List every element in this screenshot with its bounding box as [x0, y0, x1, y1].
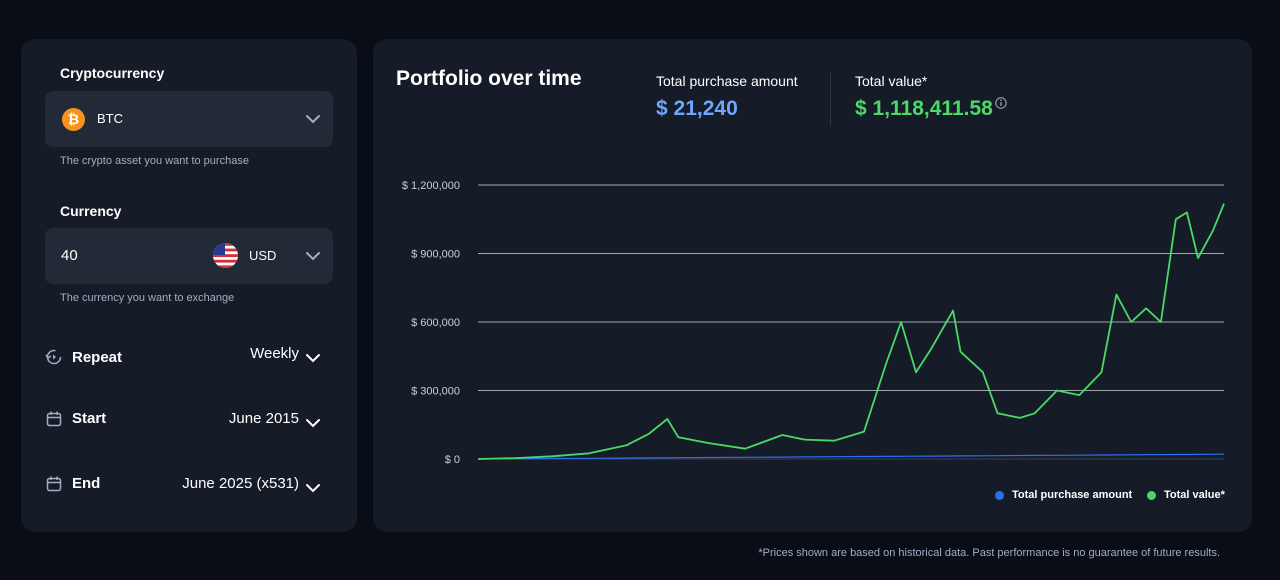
- total-value-label: Total value*: [855, 73, 928, 89]
- currency-field-title: Currency: [60, 203, 122, 219]
- chevron-down-icon: [305, 114, 321, 124]
- chevron-down-icon[interactable]: [305, 480, 321, 493]
- y-tick-label: $ 300,000: [411, 386, 460, 398]
- calendar-icon: [45, 475, 63, 493]
- calculator-panel: Cryptocurrency ₿ BTC The crypto asset yo…: [21, 39, 357, 532]
- purchase-amount-value: $ 21,240: [656, 97, 738, 120]
- chart-panel: Portfolio over time Total purchase amoun…: [373, 39, 1252, 532]
- start-label: Start: [72, 410, 107, 427]
- stat-divider: [830, 72, 831, 126]
- repeat-label: Repeat: [72, 349, 123, 366]
- legend-label-total: Total value*: [1164, 489, 1225, 501]
- series-line-purchase: [477, 453, 1225, 460]
- currency-helper-text: The currency you want to exchange: [60, 292, 235, 304]
- start-dropdown[interactable]: June 2015: [228, 410, 299, 427]
- disclaimer-footnote: *Prices shown are based on historical da…: [758, 547, 1220, 559]
- crypto-selected-value: BTC: [97, 111, 123, 126]
- currency-selected-value[interactable]: USD: [249, 248, 277, 263]
- chevron-down-icon[interactable]: [305, 415, 321, 428]
- y-tick-label: $ 1,200,000: [402, 180, 460, 192]
- legend-label-purchase: Total purchase amount: [1012, 489, 1133, 501]
- us-flag-icon: [213, 243, 238, 268]
- info-icon[interactable]: [995, 96, 1007, 109]
- legend-dot-total: [1147, 491, 1156, 500]
- chart-title: Portfolio over time: [396, 67, 582, 90]
- end-dropdown[interactable]: June 2025 (x531): [182, 475, 299, 492]
- bitcoin-icon: ₿: [62, 108, 85, 131]
- calendar-icon: [45, 410, 63, 428]
- chevron-down-icon[interactable]: [305, 251, 321, 261]
- y-tick-label: $ 900,000: [411, 249, 460, 261]
- y-tick-label: $ 600,000: [411, 317, 460, 329]
- series-line-total: [477, 203, 1225, 460]
- chevron-down-icon[interactable]: [305, 350, 321, 363]
- y-tick-label: $ 0: [445, 454, 460, 466]
- currency-select: 40 USD: [45, 228, 333, 284]
- crypto-select[interactable]: ₿ BTC: [45, 91, 333, 147]
- total-value-value: $ 1,118,411.58: [855, 97, 993, 120]
- crypto-field-title: Cryptocurrency: [60, 65, 165, 81]
- repeat-icon: [45, 348, 63, 366]
- repeat-dropdown[interactable]: Weekly: [250, 345, 299, 362]
- purchase-amount-label: Total purchase amount: [656, 73, 798, 89]
- crypto-helper-text: The crypto asset you want to purchase: [60, 155, 249, 167]
- end-label: End: [72, 475, 101, 492]
- amount-input[interactable]: 40: [61, 247, 78, 264]
- legend-dot-purchase: [995, 491, 1004, 500]
- portfolio-chart: $ 0 $ 300,000 $ 600,000 $ 900,000 $ 1,200,00…: [402, 180, 1225, 466]
